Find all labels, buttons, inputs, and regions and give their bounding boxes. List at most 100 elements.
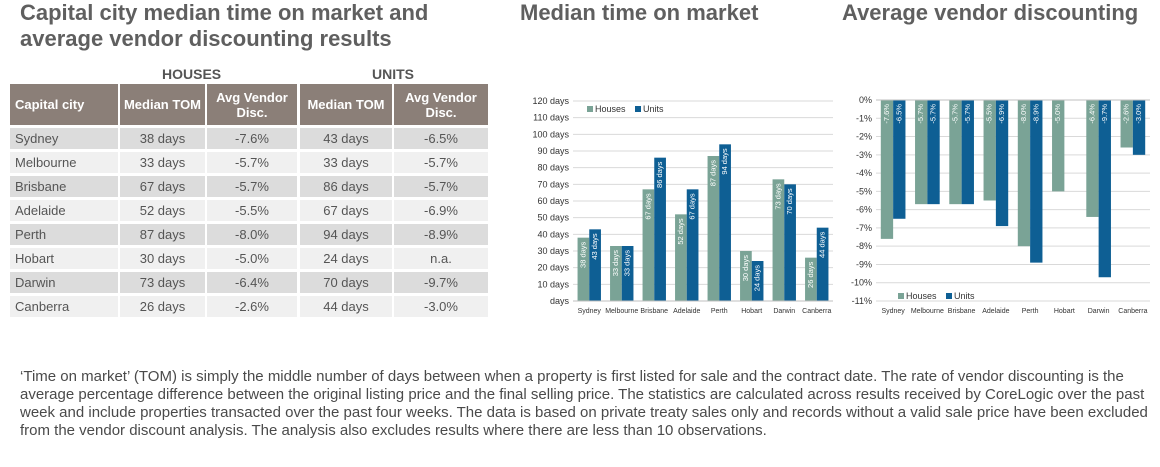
houses-tom-cell: 33 days bbox=[120, 152, 207, 176]
table-row: Adelaide 52 days -5.5% bbox=[10, 200, 299, 224]
disc-bar-houses bbox=[1120, 100, 1133, 148]
data-label: -5.7% bbox=[963, 104, 972, 124]
table-row: 24 days n.a. bbox=[300, 248, 490, 272]
table-row: 33 days -5.7% bbox=[300, 152, 490, 176]
x-tick-label: Perth bbox=[1022, 308, 1039, 315]
disc-bar-houses bbox=[915, 100, 928, 205]
y-tick-label: 110 days bbox=[533, 113, 569, 123]
x-tick-label: Hobart bbox=[741, 308, 762, 315]
y-tick-label: -10% bbox=[851, 278, 872, 288]
data-label: 94 days bbox=[720, 148, 729, 175]
y-tick-label: 120 days bbox=[532, 96, 569, 106]
houses-tom-cell: 67 days bbox=[120, 176, 207, 200]
units-tom-cell: 24 days bbox=[300, 248, 394, 272]
table-row: 70 days -9.7% bbox=[300, 272, 490, 296]
y-tick-label: -1% bbox=[856, 113, 872, 123]
city-cell: Canberra bbox=[10, 296, 120, 320]
header-units-median-tom: Median TOM bbox=[300, 84, 394, 128]
disc-bar-houses bbox=[1052, 100, 1065, 192]
x-tick-label: Brisbane bbox=[640, 308, 668, 315]
table-row: Sydney 38 days -7.6% bbox=[10, 128, 299, 152]
data-label: -2.6% bbox=[1122, 104, 1131, 124]
x-tick-label: Sydney bbox=[578, 308, 602, 315]
data-label: 33 days bbox=[611, 250, 620, 277]
units-disc-cell: -3.0% bbox=[394, 296, 490, 320]
houses-disc-cell: -2.6% bbox=[207, 296, 299, 320]
y-tick-label: 80 days bbox=[537, 163, 569, 173]
x-tick-label: Sydney bbox=[881, 308, 905, 315]
disc-bar-units bbox=[1132, 100, 1146, 155]
tom-bar-houses bbox=[772, 179, 785, 301]
data-label: -5.7% bbox=[929, 104, 938, 124]
tom-bar-units bbox=[719, 144, 731, 301]
houses-disc-cell: -5.5% bbox=[207, 200, 299, 224]
city-cell: Sydney bbox=[10, 128, 120, 152]
tom-bar-houses bbox=[805, 257, 817, 301]
y-tick-label: 100 days bbox=[532, 129, 569, 139]
x-tick-label: Canberra bbox=[802, 308, 831, 315]
units-disc-cell: -6.9% bbox=[394, 200, 490, 224]
disc-bar-houses bbox=[1086, 100, 1099, 217]
data-label: -6.5% bbox=[894, 104, 903, 124]
tom-bar-units bbox=[751, 261, 764, 301]
units-disc-cell: n.a. bbox=[394, 248, 490, 272]
x-tick-label: Melbourne bbox=[911, 308, 944, 315]
data-label: 70 days bbox=[785, 188, 794, 215]
tom-bar-units bbox=[784, 184, 796, 301]
units-tom-cell: 44 days bbox=[300, 296, 394, 320]
units-tom-cell: 43 days bbox=[300, 128, 394, 152]
tom-bar-units bbox=[686, 189, 699, 301]
houses-disc-cell: -8.0% bbox=[207, 224, 299, 248]
houses-disc-cell: -5.7% bbox=[207, 176, 299, 200]
houses-tom-cell: 30 days bbox=[120, 248, 207, 272]
city-cell: Hobart bbox=[10, 248, 120, 272]
table-row: 67 days -6.9% bbox=[300, 200, 490, 224]
units-tom-cell: 94 days bbox=[300, 224, 394, 248]
houses-table: Capital city Median TOM Avg Vendor Disc.… bbox=[10, 84, 299, 320]
legend-swatch-units bbox=[635, 106, 641, 112]
x-tick-label: Adelaide bbox=[982, 308, 1009, 315]
units-group-label: UNITS bbox=[372, 66, 414, 82]
units-disc-cell: -8.9% bbox=[394, 224, 490, 248]
city-cell: Melbourne bbox=[10, 152, 120, 176]
header-capital-city: Capital city bbox=[10, 84, 120, 128]
y-tick-label: -11% bbox=[852, 296, 872, 306]
x-tick-label: Canberra bbox=[1118, 308, 1147, 315]
y-tick-label: 70 days bbox=[537, 179, 569, 189]
disc-bar-units bbox=[995, 100, 1009, 227]
houses-tom-cell: 52 days bbox=[120, 200, 207, 224]
data-label: -6.9% bbox=[997, 104, 1006, 124]
disc-bar-units bbox=[1030, 100, 1043, 263]
y-tick-label: 0% bbox=[859, 95, 872, 105]
data-label: 67 days bbox=[688, 193, 697, 220]
data-label: 67 days bbox=[643, 193, 652, 220]
tom-bar-units bbox=[816, 227, 829, 301]
data-label: 73 days bbox=[773, 183, 782, 210]
page-title: Capital city median time on market and a… bbox=[20, 0, 429, 51]
discount-chart-title: Average vendor discounting bbox=[842, 0, 1139, 25]
data-label: 26 days bbox=[806, 261, 815, 288]
table-row: 44 days -3.0% bbox=[300, 296, 490, 320]
legend-label-units: Units bbox=[954, 291, 975, 301]
legend-label-houses: Houses bbox=[906, 291, 937, 301]
data-label: -7.6% bbox=[882, 104, 891, 124]
table-row: 43 days -6.5% bbox=[300, 128, 490, 152]
data-label: 38 days bbox=[578, 241, 587, 268]
y-tick-label: 50 days bbox=[537, 213, 569, 223]
y-tick-label: 10 days bbox=[537, 279, 569, 289]
units-disc-cell: -5.7% bbox=[394, 176, 490, 200]
y-tick-label: -7% bbox=[856, 223, 872, 233]
units-tom-cell: 33 days bbox=[300, 152, 394, 176]
y-tick-label: -6% bbox=[856, 205, 872, 215]
houses-disc-cell: -6.4% bbox=[207, 272, 299, 296]
houses-tom-cell: 73 days bbox=[120, 272, 207, 296]
tom-chart-title: Median time on market bbox=[520, 0, 759, 25]
y-tick-label: -3% bbox=[856, 150, 872, 160]
y-tick-label: 40 days bbox=[537, 229, 569, 239]
table-row: Perth 87 days -8.0% bbox=[10, 224, 299, 248]
table-row: Brisbane 67 days -5.7% bbox=[10, 176, 299, 200]
units-disc-cell: -9.7% bbox=[394, 272, 490, 296]
data-label: -8.9% bbox=[1031, 104, 1040, 124]
x-tick-label: Darwin bbox=[1088, 308, 1110, 315]
tom-bar-houses bbox=[707, 156, 720, 301]
